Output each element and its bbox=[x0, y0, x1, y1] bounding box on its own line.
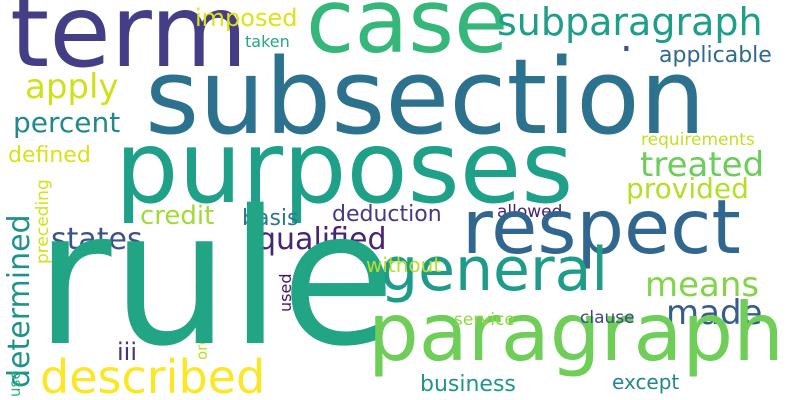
word-made: made bbox=[666, 293, 763, 333]
word-service: service bbox=[454, 310, 515, 330]
word-iii: iii bbox=[117, 338, 138, 366]
word-taken: taken bbox=[245, 32, 290, 51]
word-treated: treated bbox=[640, 145, 765, 185]
word-use: use bbox=[6, 370, 24, 397]
word-clause: clause bbox=[580, 308, 635, 328]
word-general: general bbox=[380, 235, 609, 305]
word-rule: rule bbox=[35, 170, 396, 387]
word-apply: apply bbox=[25, 67, 119, 107]
word-case: case bbox=[306, 0, 509, 73]
word-respect: respect bbox=[462, 183, 741, 271]
word-purposes: purposes bbox=[115, 109, 574, 226]
word-requirements: requirements bbox=[641, 130, 755, 150]
word-states: states bbox=[51, 222, 143, 257]
word-credit: credit bbox=[140, 201, 215, 231]
word-provided: provided bbox=[626, 172, 749, 205]
word-subsection: subsection bbox=[145, 36, 706, 158]
word-means: means bbox=[645, 265, 760, 305]
word-allowed: allowed bbox=[497, 202, 563, 222]
word-qualified: qualified bbox=[257, 222, 387, 257]
word-determined: determined bbox=[2, 214, 37, 388]
word-applicable: applicable bbox=[659, 43, 772, 68]
word-used: used bbox=[276, 273, 295, 312]
word-without: without bbox=[366, 253, 442, 277]
word-term: term bbox=[10, 0, 248, 90]
word-except: except bbox=[612, 370, 680, 394]
word-imposed: imposed bbox=[195, 4, 298, 32]
word-deduction: deduction bbox=[332, 202, 442, 227]
word-percent: percent bbox=[13, 106, 121, 139]
word-business: business bbox=[420, 372, 516, 397]
word-paragraph: paragraph bbox=[368, 286, 784, 379]
word-described: described bbox=[40, 350, 266, 400]
word-dot: . bbox=[620, 15, 633, 61]
word-basis: basis bbox=[242, 206, 299, 231]
word-subparagraph: subparagraph bbox=[497, 0, 763, 44]
word-defined: defined bbox=[8, 143, 91, 168]
